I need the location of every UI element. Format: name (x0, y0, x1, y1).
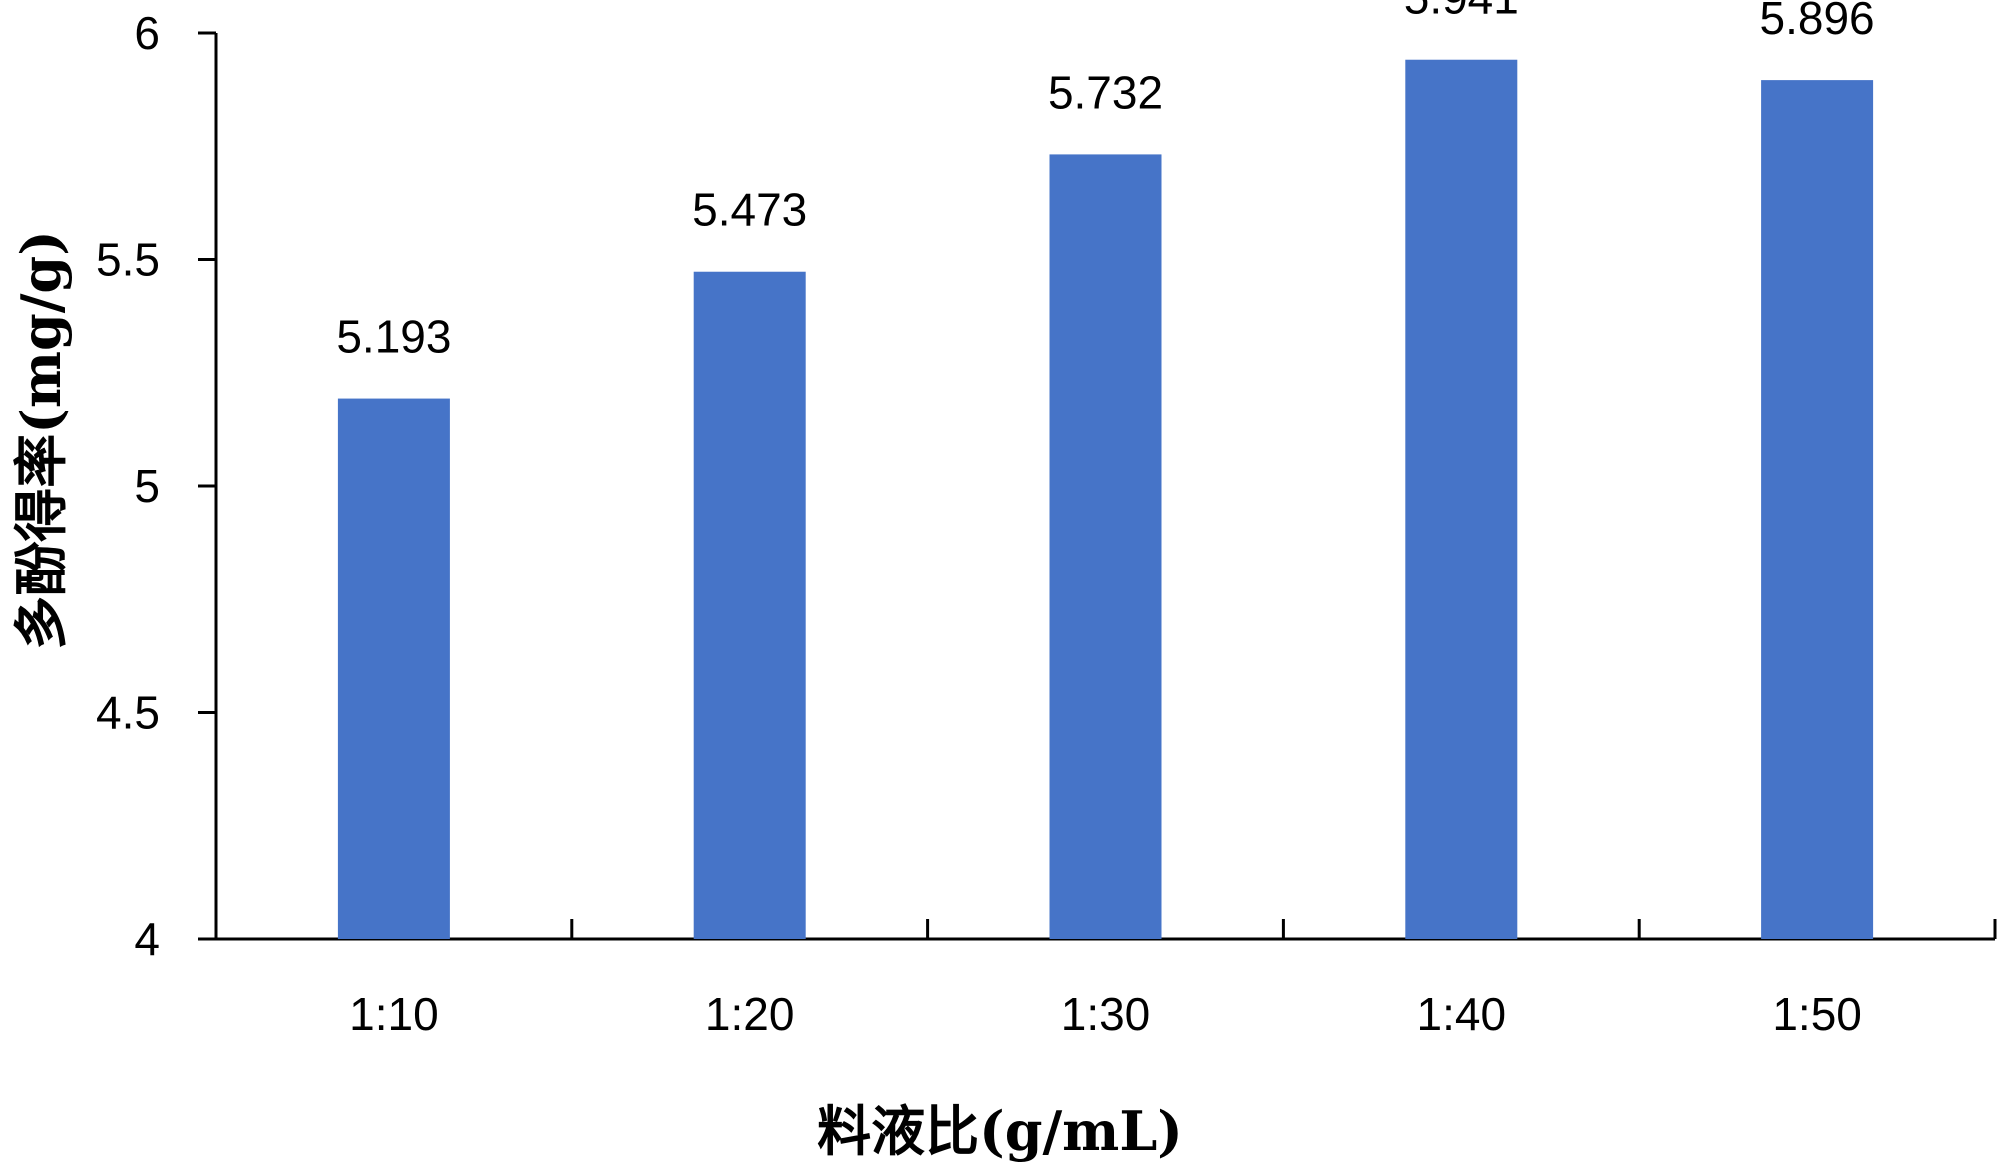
y-axis: 4 4.5 5 5.5 6 (96, 7, 218, 965)
x-tick-label: 1:10 (349, 988, 439, 1040)
data-label: 5.896 (1760, 0, 1875, 44)
x-axis: 1:10 1:20 1:30 1:40 1:50 (214, 919, 1997, 1040)
x-axis-title: 料液比(g/mL) (817, 1099, 1183, 1163)
y-tick-label: 5.5 (96, 234, 160, 286)
y-axis-title: 多酚得率(mg/g) (9, 230, 73, 649)
y-tick-label: 4.5 (96, 687, 160, 739)
bar (1761, 80, 1874, 939)
bar (693, 271, 806, 940)
data-label: 5.941 (1404, 0, 1519, 24)
bar (337, 398, 450, 939)
bar (1049, 154, 1162, 940)
x-tick-label: 1:20 (705, 988, 795, 1040)
x-tick-label: 1:40 (1417, 988, 1507, 1040)
y-tick-label: 6 (134, 7, 160, 59)
x-tick-label: 1:30 (1061, 988, 1151, 1040)
data-label: 5.193 (336, 311, 451, 363)
bar-series (337, 59, 1874, 940)
y-tick-label: 5 (134, 460, 160, 512)
y-tick-label: 4 (134, 913, 160, 965)
bar (1405, 59, 1518, 940)
data-label: 5.732 (1048, 66, 1163, 118)
x-tick-label: 1:50 (1772, 988, 1862, 1040)
data-labels: 5.193 5.473 5.732 5.941 5.896 (336, 0, 1874, 363)
data-label: 5.473 (692, 184, 807, 236)
